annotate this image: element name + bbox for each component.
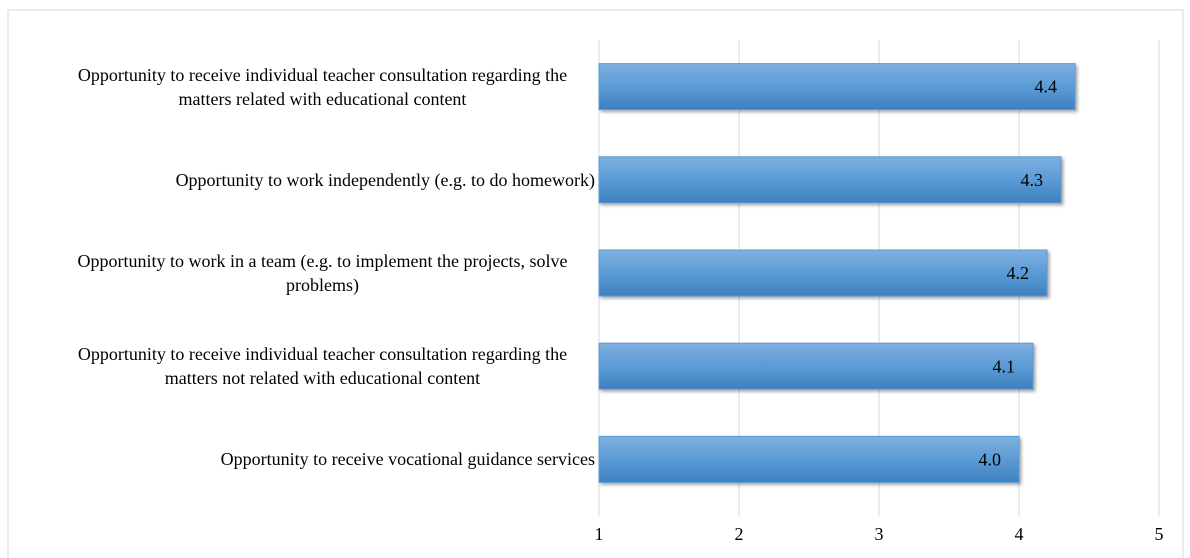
data-label: 4.0 [979,450,1002,470]
bar [598,342,1034,390]
y-tick-label: Opportunity to receive individual teache… [77,344,568,389]
y-tick-label: Opportunity to work independently (e.g. … [175,169,595,190]
bar [598,63,1076,111]
x-tick-label: 4 [1015,524,1024,544]
x-tick-label: 1 [595,524,604,544]
data-label: 4.1 [993,356,1016,376]
data-label: 4.4 [1035,77,1058,97]
chart-frame [7,9,1184,558]
bar [598,249,1048,297]
data-label: 4.3 [1021,170,1044,190]
data-label: 4.2 [1007,263,1030,283]
x-tick-label: 3 [875,524,884,544]
y-tick-label: Opportunity to receive vocational guidan… [220,449,595,470]
y-tick-label: Opportunity to work in a team (e.g. to i… [77,250,568,295]
bar [598,435,1020,483]
x-tick-label: 5 [1155,524,1164,544]
bar [598,156,1062,204]
y-tick-label: Opportunity to receive individual teache… [77,64,568,109]
x-tick-label: 2 [735,524,744,544]
